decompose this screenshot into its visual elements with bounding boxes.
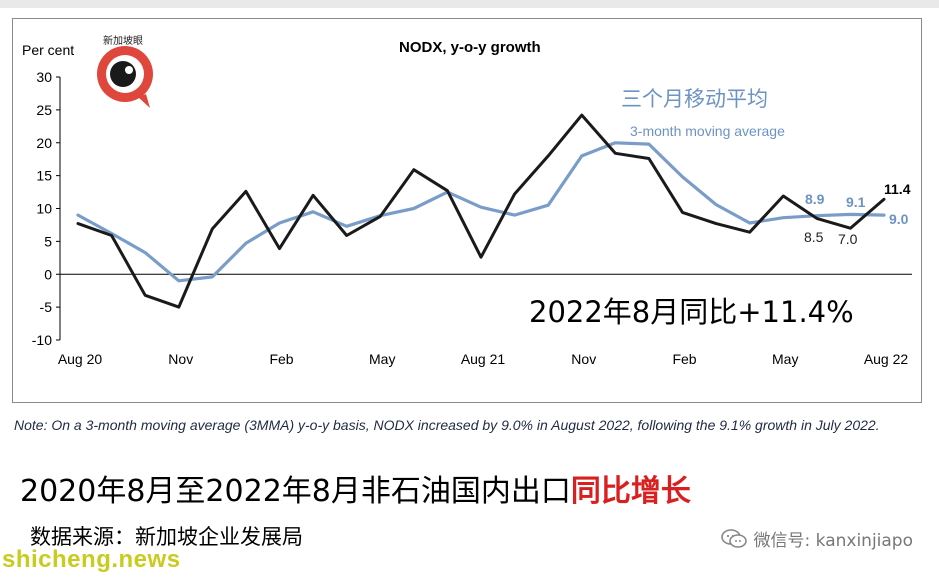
headline-highlight: 同比增长 (570, 474, 691, 509)
series-layer (76, 113, 886, 309)
y-axis-label: Per cent (22, 42, 74, 58)
x-tick-label: Nov (168, 351, 193, 367)
logo-face-icon (110, 61, 136, 87)
data-label-nodx-jul22: 7.0 (838, 231, 858, 247)
legend-english: 3-month moving average (630, 123, 785, 139)
data-source: 数据来源：新加坡企业发展局 (30, 525, 303, 549)
wechat-icon (720, 528, 747, 548)
y-tick-label: 25 (36, 102, 52, 118)
chart-title: NODX, y-o-y growth (399, 39, 541, 56)
data-label-mma-jul22: 9.1 (846, 194, 866, 210)
nodx-chart: 新加坡眼 Per cent NODX, y-o-y growth 三个月移动平均… (22, 34, 912, 367)
x-tick-label: May (772, 351, 798, 367)
x-tick-label: Aug 20 (58, 351, 103, 367)
headline-main: 2020年8月至2022年8月非石油国内出口 (20, 474, 571, 509)
chart-overlay-text: 2022年8月同比+11.4% (529, 295, 854, 329)
top-strip (0, 0, 939, 8)
x-tick-label: Aug 22 (864, 351, 909, 367)
chart-note: Note: On a 3-month moving average (3MMA)… (14, 417, 880, 433)
x-tick-label: May (369, 351, 395, 367)
data-label-mma-jun22: 8.9 (805, 191, 825, 207)
logo-text: 新加坡眼 (103, 34, 143, 47)
y-tick-label: 30 (36, 69, 52, 85)
y-tick-label: 15 (36, 168, 52, 184)
y-tick-label: 0 (44, 266, 52, 282)
legend-chinese: 三个月移动平均 (621, 87, 768, 111)
x-tick-label: Aug 21 (461, 351, 506, 367)
xinjiapo-logo: 新加坡眼 (97, 34, 153, 108)
y-tick-label: -10 (32, 332, 52, 348)
data-label-nodx-jun22: 8.5 (804, 229, 824, 245)
y-tick-label: 10 (36, 201, 52, 217)
wechat-id: 微信号: kanxinjiapo (720, 526, 913, 551)
x-tick-label: Feb (269, 351, 293, 367)
y-tick-label: 20 (36, 135, 52, 151)
data-label-nodx-aug22: 11.4 (884, 181, 911, 197)
x-tick-label: Nov (571, 351, 596, 367)
x-tick-label: Feb (672, 351, 696, 367)
y-tick-label: 5 (44, 233, 52, 249)
wechat-label: 微信号: kanxinjiapo (753, 531, 913, 551)
axis-layer: 30 25 20 15 10 5 0 -5 -10 Aug 20 Nov Feb May Aug 21 No… (32, 69, 912, 367)
watermark: shicheng.news (2, 546, 181, 573)
y-tick-label: -5 (40, 299, 53, 315)
data-label-mma-aug22: 9.0 (889, 211, 909, 227)
headline: 2020年8月至2022年8月非石油国内出口同比增长 (20, 466, 925, 510)
